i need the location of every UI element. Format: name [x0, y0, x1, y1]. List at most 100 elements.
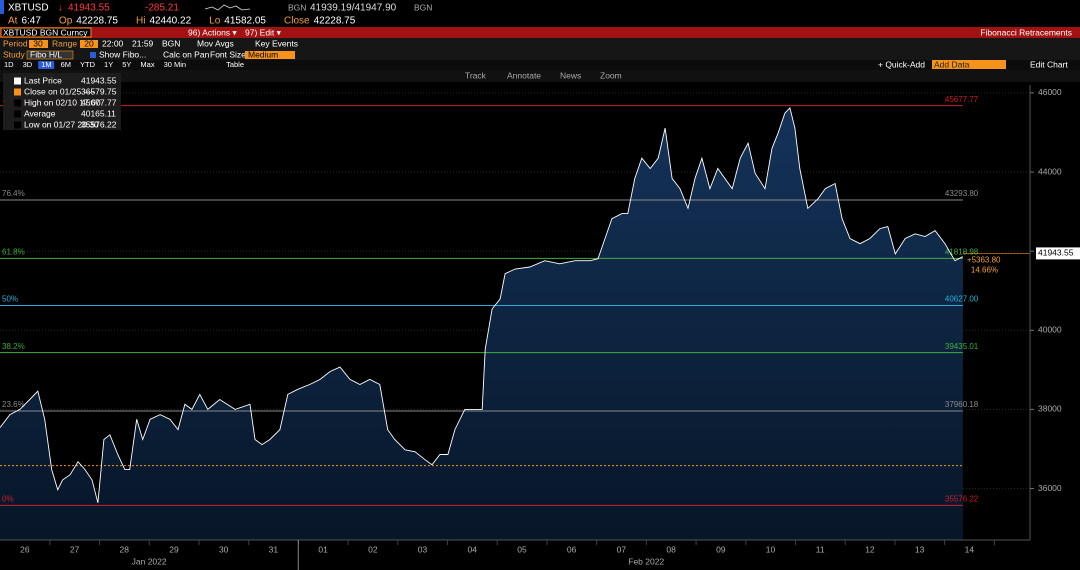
- edit[interactable]: 97) Edit ▾: [245, 27, 282, 37]
- x-tick-label: 29: [169, 544, 179, 554]
- edit-chart[interactable]: Edit Chart: [1030, 59, 1068, 69]
- mov-avgs[interactable]: Mov Avgs: [197, 38, 234, 48]
- period-button[interactable]: Table: [226, 60, 244, 69]
- legend-label: High on 02/10 17:00: [24, 97, 101, 107]
- field[interactable]: [29, 40, 48, 48]
- fib-label: 38.2%: [2, 342, 25, 351]
- range[interactable]: 20: [84, 38, 94, 48]
- field[interactable]: [80, 40, 98, 48]
- period-button[interactable]: 1M: [41, 60, 51, 69]
- study[interactable]: Fibo H/L: [30, 49, 62, 59]
- y-tick-label: 36000: [1038, 483, 1062, 493]
- show-fibo[interactable]: Show Fibo...: [99, 49, 146, 59]
- ticker: XBTUSD: [8, 3, 49, 14]
- legend-box: [3, 73, 121, 130]
- marker: [0, 0, 4, 14]
- quote-label: At: [8, 16, 18, 27]
- calc-on-pan[interactable]: Calc on Pan: [163, 49, 210, 59]
- checkbox[interactable]: [90, 52, 96, 58]
- quote-label: Close: [284, 16, 310, 27]
- period[interactable]: 30: [33, 38, 43, 48]
- arrow: ↓: [58, 3, 63, 14]
- add-data-field[interactable]: [932, 60, 1006, 69]
- x-tick-label: 26: [20, 544, 30, 554]
- field[interactable]: [26, 50, 74, 60]
- x-tick-label: 14: [965, 544, 975, 554]
- quote-label: Op: [59, 16, 73, 27]
- tool[interactable]: Annotate: [507, 70, 541, 80]
- period-button[interactable]: 6M: [61, 60, 71, 69]
- period-button[interactable]: YTD: [80, 60, 96, 69]
- price-area: [0, 107, 963, 541]
- x-tick-label: 03: [418, 544, 428, 554]
- menu-bar: [0, 27, 1080, 38]
- quote-value: 42228.75: [76, 16, 118, 27]
- security-field[interactable]: [0, 27, 92, 38]
- period-button[interactable]: Max: [140, 60, 154, 69]
- legend-label: Average: [24, 108, 56, 118]
- legend-swatch: [14, 121, 21, 129]
- period-button[interactable]: 5Y: [122, 60, 131, 69]
- legend-value: 40165.11: [81, 108, 116, 118]
- actions[interactable]: 96) Actions ▾: [188, 27, 237, 37]
- period-active[interactable]: [38, 61, 55, 69]
- src: BGN: [414, 2, 432, 12]
- security[interactable]: XBTUSD BGN Curncy: [3, 27, 88, 37]
- x-tick-label: 10: [766, 544, 776, 554]
- quote-value: 6:47: [21, 16, 41, 27]
- start[interactable]: 22:00: [102, 38, 124, 48]
- bidask: 41939.19/41947.90: [310, 3, 397, 14]
- study-label: Study: [3, 49, 25, 59]
- sparkline: [204, 4, 251, 11]
- legend-value: 45677.77: [81, 97, 117, 107]
- quote-value: 41582.05: [224, 16, 266, 27]
- quote-label: Hi: [136, 16, 145, 27]
- fib-label: 61.8%: [2, 247, 25, 256]
- tool[interactable]: News: [560, 70, 581, 80]
- legend-label: Low on 01/27 20:30: [24, 119, 99, 129]
- x-tick-label: 11: [816, 544, 825, 554]
- fib-value: 39435.01: [945, 342, 979, 351]
- font-size-label: Font Size: [210, 49, 246, 59]
- x-tick-label: 05: [517, 544, 527, 554]
- quick-add[interactable]: + Quick-Add: [878, 59, 925, 69]
- add-data[interactable]: Add Data: [934, 59, 970, 69]
- fib-value: 45677.77: [945, 95, 979, 104]
- fib-label: 50%: [2, 295, 18, 304]
- x-tick-label: 09: [716, 544, 726, 554]
- y-tick-label: 38000: [1038, 404, 1062, 414]
- period-button[interactable]: 1Y: [104, 60, 113, 69]
- fib-label: 0%: [2, 494, 14, 503]
- range-label: Range: [52, 38, 77, 48]
- fib-value: 37960.18: [945, 400, 979, 409]
- fib-value: 41818.98: [945, 247, 979, 256]
- source[interactable]: BGN: [162, 38, 180, 48]
- y-tick-label: 44000: [1038, 166, 1062, 176]
- fib-value: 40627.00: [945, 295, 979, 304]
- field[interactable]: [245, 51, 295, 59]
- legend-swatch: [14, 110, 21, 118]
- x-tick-label: 06: [567, 544, 577, 554]
- x-tick-label: 04: [468, 544, 478, 554]
- key-events[interactable]: Key Events: [255, 38, 298, 48]
- y-tick-label: 46000: [1038, 87, 1062, 97]
- period-button[interactable]: 30 Min: [164, 60, 187, 69]
- x-tick-label: 28: [120, 544, 130, 554]
- legend-swatch: [14, 99, 21, 107]
- end[interactable]: 21:59: [132, 38, 154, 48]
- y-tick-label: 40000: [1038, 325, 1062, 335]
- month-label: Feb 2022: [628, 556, 664, 566]
- tool[interactable]: Zoom: [600, 70, 622, 80]
- tool[interactable]: Track: [465, 70, 487, 80]
- x-tick-label: 31: [269, 544, 279, 554]
- quote-label: Lo: [209, 16, 221, 27]
- period-label: Period: [3, 38, 28, 48]
- period-button[interactable]: 3D: [23, 60, 33, 69]
- period-bar: [0, 60, 1080, 70]
- period-button[interactable]: 1D: [4, 60, 14, 69]
- x-tick-label: 13: [915, 544, 925, 554]
- font-size[interactable]: Medium: [248, 49, 278, 59]
- study-title: Fibonacci Retracements: [980, 27, 1072, 37]
- last-price-label: 41943.55: [1038, 248, 1074, 258]
